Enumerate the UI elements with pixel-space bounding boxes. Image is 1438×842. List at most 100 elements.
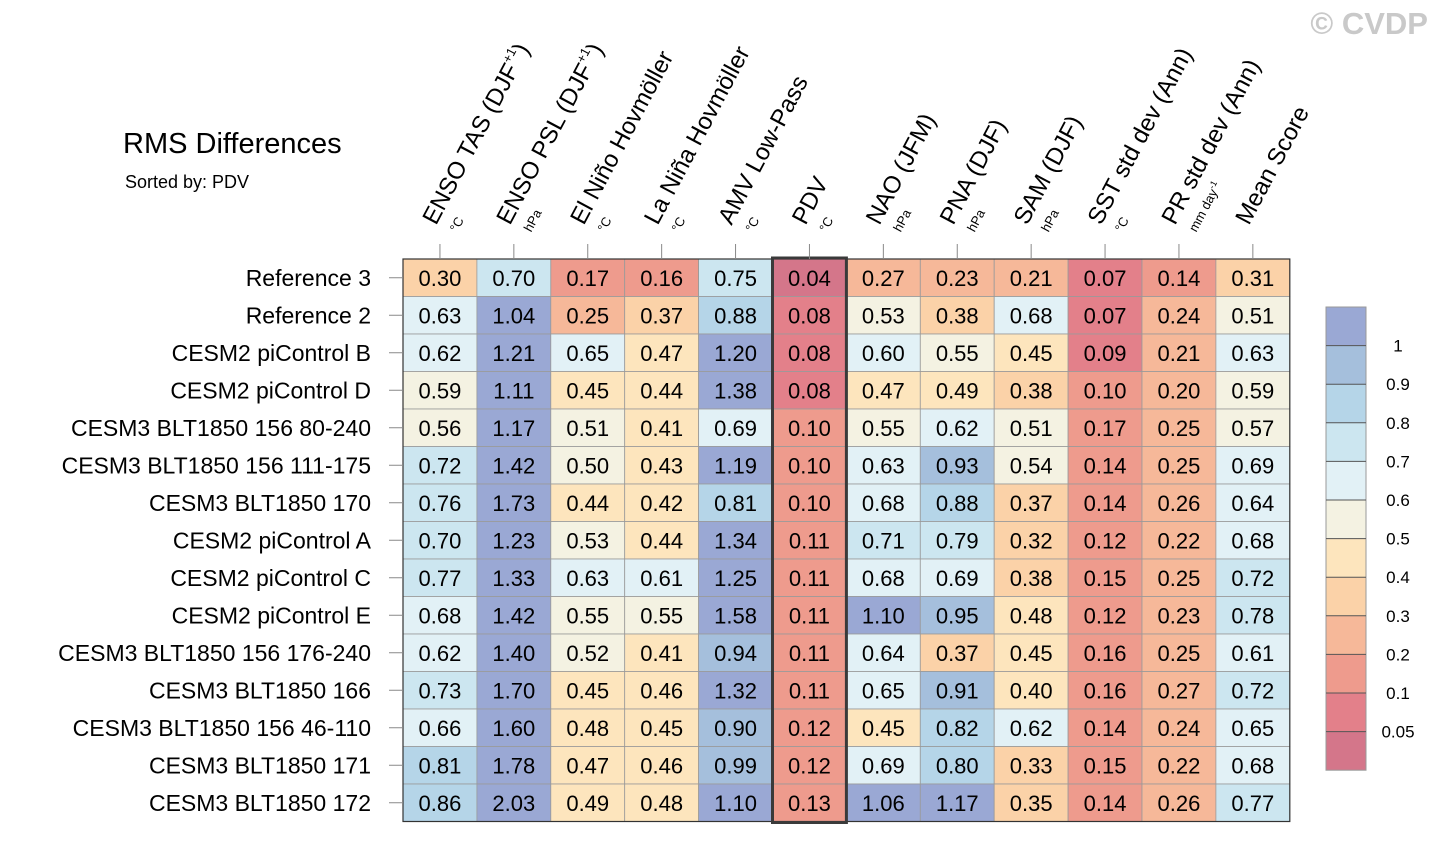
cell-value: 1.10: [862, 603, 905, 628]
cell-value: 0.09: [1084, 341, 1127, 366]
cell-value: 0.45: [1010, 341, 1053, 366]
cell-value: 0.68: [1010, 303, 1053, 328]
heatmap-cell: [772, 333, 847, 372]
cell-value: 0.25: [1158, 641, 1201, 666]
heatmap-cell: [1141, 446, 1217, 485]
row-label: CESM2 piControl C: [170, 565, 371, 591]
colorbar-label: 0.6: [1386, 491, 1410, 510]
heatmap-cell: [919, 671, 995, 710]
heatmap-cell: [624, 483, 700, 522]
column-label: Mean Score: [1230, 102, 1315, 229]
chart-subtitle: Sorted by: PDV: [125, 172, 250, 192]
cell-value: 0.37: [936, 641, 979, 666]
heatmap-cell: [1141, 708, 1217, 747]
heatmap-cell: [993, 671, 1069, 710]
heatmap-cell: [698, 671, 773, 710]
column-name-superscript: +1: [499, 45, 519, 65]
heatmap-cell: [476, 596, 552, 635]
heatmap-cell: [476, 746, 552, 785]
heatmap-cell: [550, 671, 626, 710]
cell-value: 0.21: [1158, 341, 1201, 366]
cell-value: 0.23: [1158, 603, 1201, 628]
cell-value: 0.45: [1010, 641, 1053, 666]
row-label: CESM2 piControl E: [172, 602, 371, 628]
heatmap-cell: [1067, 446, 1143, 485]
heatmap-cell: [1215, 408, 1291, 447]
cell-value: 0.64: [1231, 491, 1274, 516]
cell-value: 0.93: [936, 453, 979, 478]
heatmap-cell: [476, 258, 552, 297]
cell-value: 0.48: [640, 791, 683, 816]
heatmap-cell: [772, 521, 847, 560]
cell-value: 0.56: [419, 416, 462, 441]
cell-value: 0.11: [789, 603, 830, 628]
heatmap-cell: [1067, 333, 1143, 372]
cell-value: 0.12: [788, 753, 831, 778]
cell-value: 0.62: [419, 341, 462, 366]
cell-value: 0.25: [1158, 416, 1201, 441]
cell-value: 0.08: [788, 378, 831, 403]
cell-value: 1.34: [714, 528, 757, 553]
cell-value: 0.27: [1158, 678, 1201, 703]
heatmap-cell: [550, 371, 626, 410]
heatmap-cell: [550, 783, 626, 822]
cell-value: 0.69: [1231, 453, 1274, 478]
cell-value: 0.70: [492, 266, 535, 291]
heatmap-cell: [993, 483, 1069, 522]
cell-value: 0.61: [1231, 641, 1274, 666]
cell-value: 0.49: [936, 378, 979, 403]
heatmap-cell: [993, 446, 1069, 485]
cell-value: 1.60: [492, 716, 535, 741]
cell-value: 0.73: [419, 678, 462, 703]
cell-value: 0.90: [714, 716, 757, 741]
cell-value: 0.62: [1010, 716, 1053, 741]
colorbar-label: 0.1: [1386, 684, 1410, 703]
cell-value: 0.24: [1158, 716, 1201, 741]
heatmap-cell: [476, 483, 552, 522]
cell-value: 0.10: [788, 491, 831, 516]
cell-value: 0.22: [1158, 753, 1201, 778]
heatmap-cell: [402, 296, 478, 335]
heatmap-cell: [919, 558, 995, 597]
row-label: CESM3 BLT1850 156 111-175: [62, 452, 371, 478]
heatmap-cell: [919, 633, 995, 672]
colorbar-segment: [1326, 307, 1366, 346]
cell-value: 0.62: [419, 641, 462, 666]
cell-value: 1.73: [492, 491, 535, 516]
column-unit: °C: [594, 214, 614, 234]
heatmap-cell: [624, 446, 700, 485]
cell-value: 0.11: [789, 566, 830, 591]
heatmap-cell: [1067, 596, 1143, 635]
heatmap-cell: [476, 371, 552, 410]
cell-value: 0.70: [419, 528, 462, 553]
cell-value: 0.68: [862, 491, 905, 516]
column-name-superscript: +1: [573, 45, 593, 65]
colorbar-segment: [1326, 654, 1366, 693]
cell-value: 0.52: [566, 641, 609, 666]
cell-value: 0.69: [936, 566, 979, 591]
colorbar-segment: [1326, 538, 1366, 578]
cell-value: 0.45: [566, 378, 609, 403]
cell-value: 0.35: [1010, 791, 1053, 816]
row-label: CESM3 BLT1850 172: [149, 790, 371, 816]
heatmap-cell: [698, 596, 773, 635]
heatmap-cell: [1215, 746, 1291, 785]
heatmap-cell: [846, 633, 921, 672]
cell-value: 0.26: [1158, 491, 1201, 516]
heatmap-cell: [846, 446, 921, 485]
row-label: Reference 2: [246, 302, 371, 328]
heatmap-cell: [1141, 746, 1217, 785]
cell-value: 0.47: [862, 378, 905, 403]
heatmap-cell: [1067, 371, 1143, 410]
cell-value: 0.46: [640, 753, 683, 778]
cell-value: 0.65: [862, 678, 905, 703]
heatmap-cell: [846, 783, 921, 822]
heatmap-cell: [1215, 258, 1291, 297]
heatmap-cell: [698, 296, 773, 335]
heatmap-cell: [1215, 483, 1291, 522]
colorbar-segment: [1326, 345, 1366, 385]
cell-value: 0.16: [1084, 678, 1127, 703]
heatmap-cell: [993, 521, 1069, 560]
cell-value: 0.63: [566, 566, 609, 591]
cell-value: 0.78: [1231, 603, 1274, 628]
